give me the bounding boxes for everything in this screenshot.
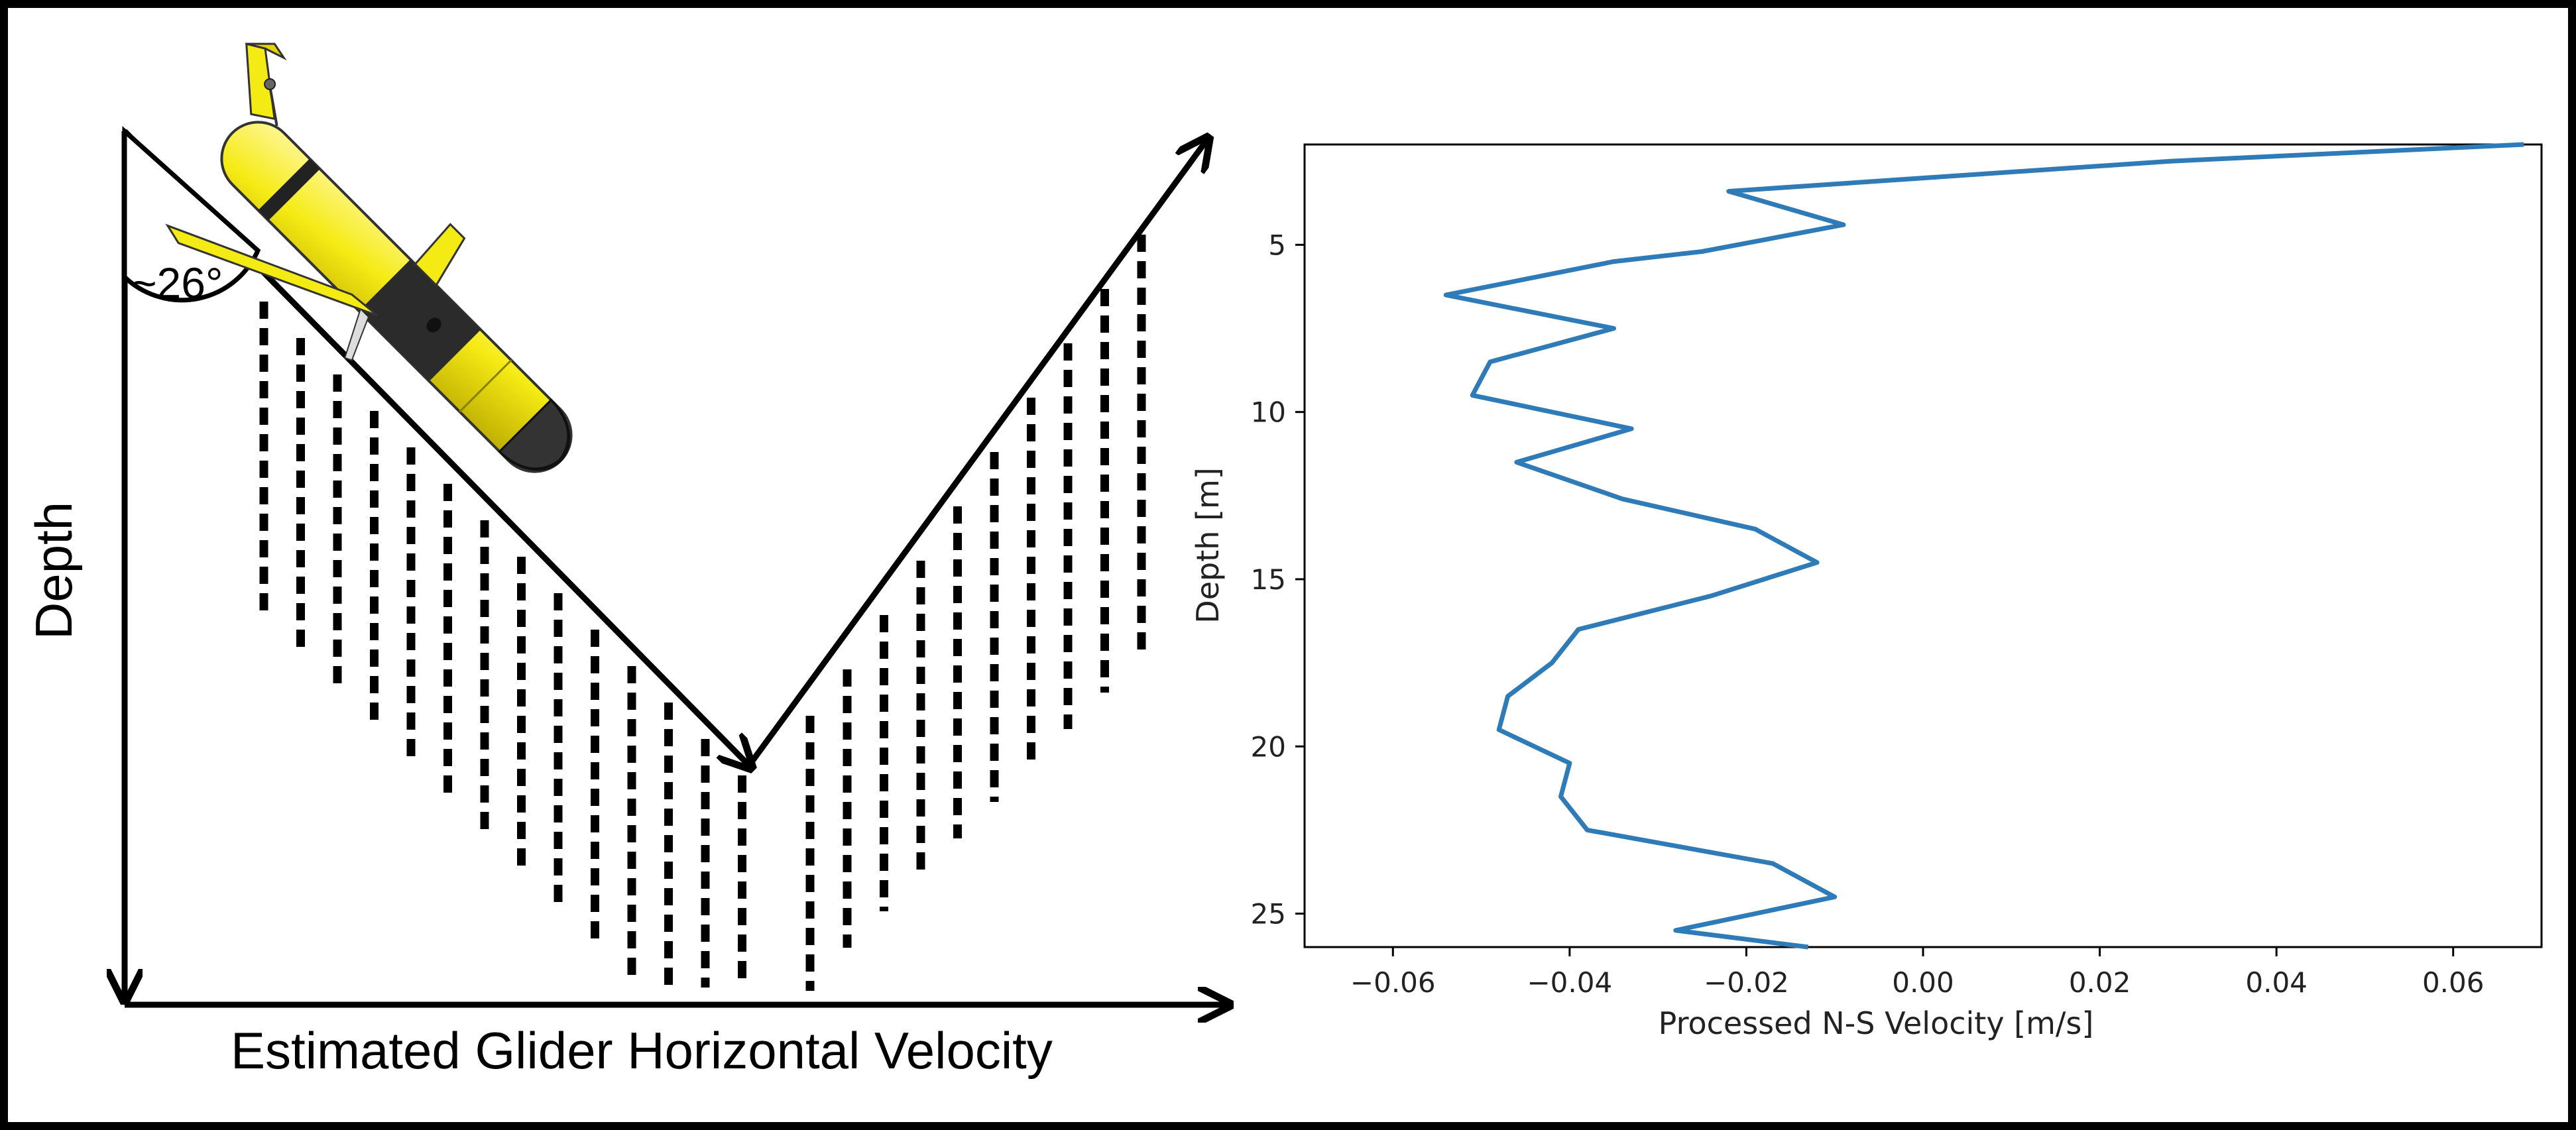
climb-path-arrow [746,141,1206,767]
glider-diagram: ~26° Depth Estimated Glider Horizontal V… [25,42,1226,1080]
depth-label: Depth [25,502,83,640]
bin-columns [259,235,1146,991]
velocity-series-line [1443,142,2524,950]
x-tick-label: 0.00 [1892,966,1954,999]
x-tick-label: 0.04 [2245,966,2308,999]
x-tick-label: 0.02 [2069,966,2131,999]
velocity-profile-chart: −0.06 −0.04 −0.02 0.00 0.02 0.04 0.06 5 10 15 20 2… [1190,142,2543,1041]
underwater-glider-icon [165,42,573,473]
y-tick-label: 10 [1251,396,1286,429]
y-tick-label: 25 [1251,898,1286,931]
y-axis-title: Depth [m] [1190,467,1226,623]
angle-label: ~26° [131,258,223,308]
x-tick-label: −0.04 [1527,966,1612,999]
x-tick-label: −0.06 [1350,966,1436,999]
x-axis-title: Processed N-S Velocity [m/s] [1659,1005,2094,1041]
y-tick-label: 5 [1268,229,1286,261]
velocity-label: Estimated Glider Horizontal Velocity [231,1021,1053,1080]
plot-area [1303,143,2543,948]
x-ticks: −0.06 −0.04 −0.02 0.00 0.02 0.04 0.06 [1350,947,2485,999]
x-tick-label: −0.02 [1704,966,1789,999]
x-tick-label: 0.06 [2422,966,2485,999]
y-ticks: 5 10 15 20 25 [1251,229,1305,931]
y-tick-label: 20 [1251,730,1286,763]
y-tick-label: 15 [1251,563,1286,596]
